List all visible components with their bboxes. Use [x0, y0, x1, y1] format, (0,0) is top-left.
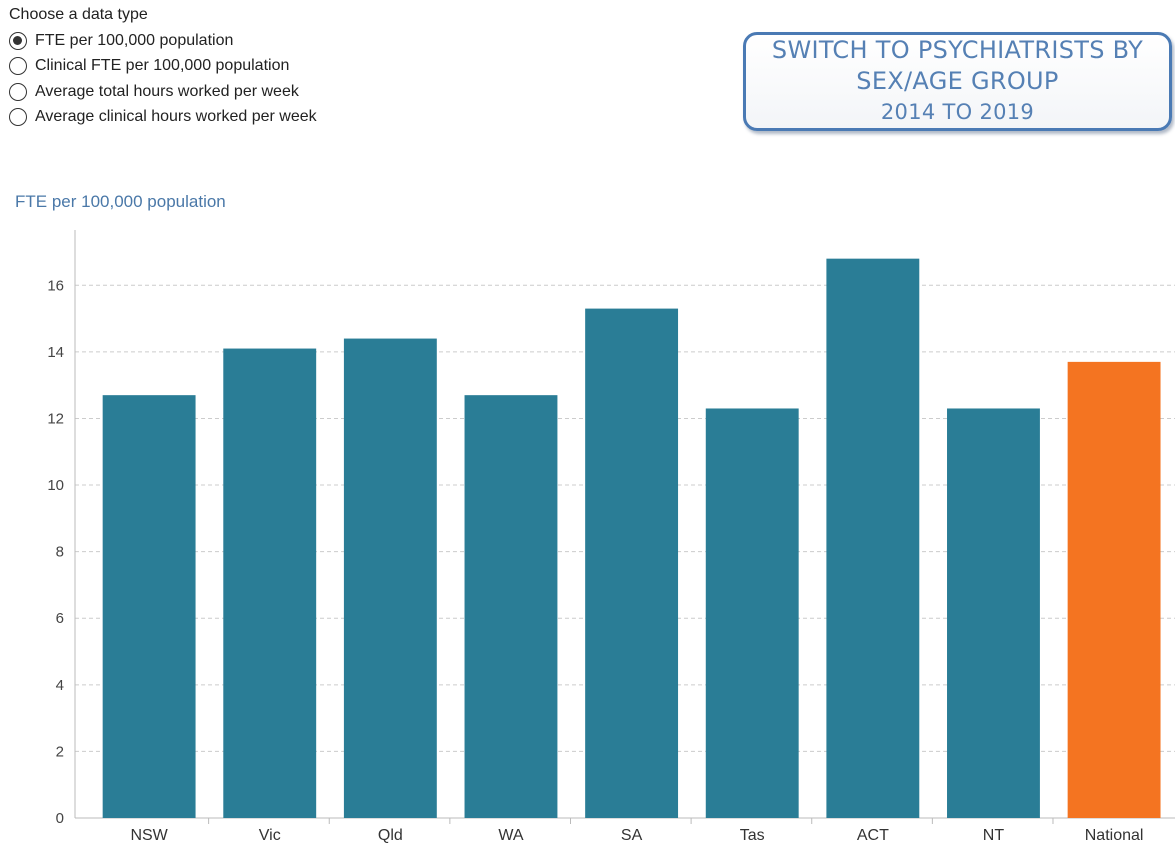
radio-unselected-icon[interactable]: [9, 108, 27, 127]
y-tick-label-0: 0: [56, 810, 64, 827]
switch-button-line-3: 2014 TO 2019: [880, 100, 1035, 124]
radio-option-label: Clinical FTE per 100,000 population: [35, 57, 290, 75]
y-tick-label-4: 4: [56, 677, 64, 694]
switch-to-psychiatrists-button[interactable]: SWITCH TO PSYCHIATRISTS BY SEX/AGE GROUP…: [743, 32, 1172, 131]
x-tick-label-national: National: [1085, 827, 1144, 844]
radio-option-label: Average total hours worked per week: [35, 82, 299, 100]
radio-unselected-icon[interactable]: [9, 82, 27, 101]
bar-nsw: [102, 395, 196, 818]
y-tick-label-8: 8: [56, 544, 64, 561]
bar-wa: [464, 395, 558, 818]
radio-selected-icon[interactable]: [9, 31, 27, 50]
y-tick-label-12: 12: [47, 410, 64, 427]
y-tick-label-14: 14: [47, 344, 64, 361]
radio-option-3[interactable]: Average clinical hours worked per week: [9, 105, 317, 131]
radio-option-label: FTE per 100,000 population: [35, 31, 234, 49]
x-tick-label-qld: Qld: [378, 827, 403, 844]
x-tick-label-sa: SA: [621, 827, 643, 844]
y-tick-label-16: 16: [47, 277, 64, 294]
switch-button-line-2: SEX/AGE GROUP: [856, 67, 1059, 95]
bar-nt: [947, 408, 1040, 818]
x-tick-label-nt: NT: [983, 827, 1005, 844]
bar-act: [826, 258, 920, 818]
bar-vic: [223, 348, 317, 818]
bar-tas: [705, 408, 799, 818]
radio-option-0[interactable]: FTE per 100,000 population: [9, 28, 317, 54]
x-tick-label-vic: Vic: [259, 827, 281, 844]
data-type-selector: Choose a data type FTE per 100,000 popul…: [9, 5, 317, 130]
data-type-title: Choose a data type: [9, 6, 148, 23]
x-tick-label-nsw: NSW: [130, 827, 168, 844]
bar-qld: [343, 338, 437, 818]
radio-option-label: Average clinical hours worked per week: [35, 108, 317, 126]
x-tick-label-tas: Tas: [740, 827, 765, 844]
radio-option-2[interactable]: Average total hours worked per week: [9, 79, 317, 105]
y-tick-label-6: 6: [56, 610, 64, 627]
radio-option-1[interactable]: Clinical FTE per 100,000 population: [9, 54, 317, 80]
radio-unselected-icon[interactable]: [9, 57, 27, 76]
x-tick-label-wa: WA: [498, 827, 524, 844]
x-tick-label-act: ACT: [857, 827, 889, 844]
bar-national: [1067, 361, 1161, 818]
bar-sa: [585, 308, 679, 818]
y-tick-label-10: 10: [47, 477, 64, 494]
switch-button-line-1: SWITCH TO PSYCHIATRISTS BY: [771, 36, 1144, 64]
chart-title: FTE per 100,000 population: [15, 192, 226, 211]
y-tick-label-2: 2: [56, 743, 64, 760]
